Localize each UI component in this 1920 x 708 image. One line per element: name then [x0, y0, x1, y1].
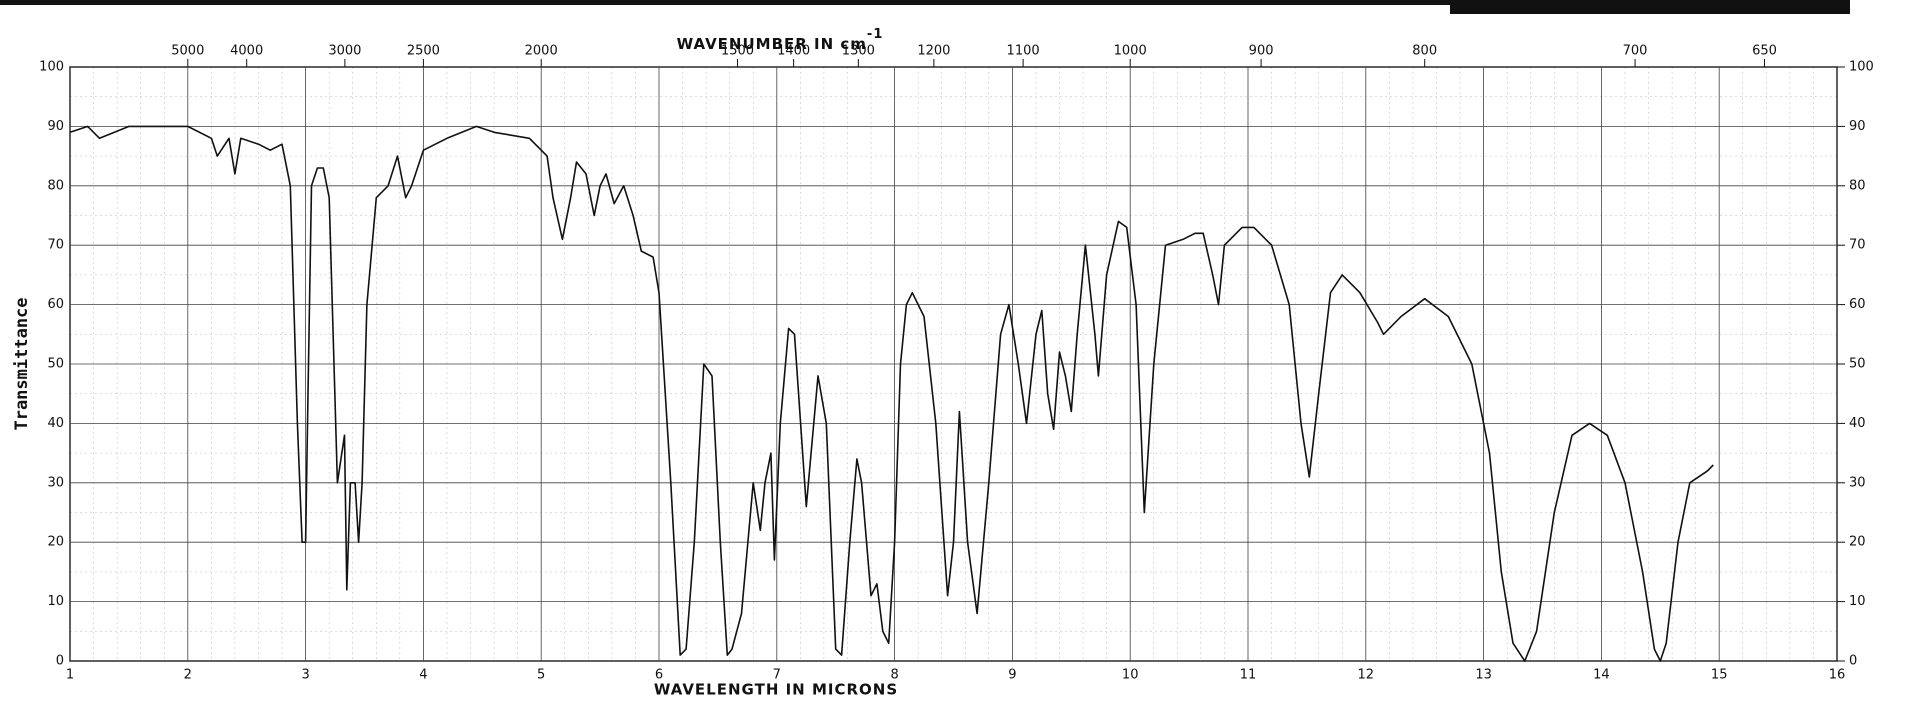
top-tick-label: 2500 — [407, 44, 440, 59]
top-tick-label: 4000 — [230, 44, 263, 59]
x-tick-label: 11 — [1240, 668, 1257, 683]
top-axis-label-text: WAVENUMBER IN cm — [677, 35, 867, 53]
x-axis-label: WAVELENGTH IN MICRONS — [654, 681, 898, 699]
top-axis-label: WAVENUMBER IN cm-1 — [677, 27, 884, 53]
top-tick-label: 1400 — [777, 44, 810, 59]
spectrum-line — [69, 125, 1714, 662]
y2-tick-label: 90 — [1849, 119, 1866, 134]
x-tick-label: 2 — [184, 668, 192, 683]
x-tick-label: 1 — [66, 668, 74, 683]
y-tick-label: 100 — [39, 60, 64, 75]
x-tick-label: 10 — [1122, 668, 1139, 683]
y-tick-label: 50 — [47, 357, 64, 372]
y2-tick-label: 10 — [1849, 594, 1866, 609]
x-tick-label: 16 — [1829, 668, 1846, 683]
top-tick-label: 2000 — [525, 44, 558, 59]
y-tick-label: 90 — [47, 119, 64, 134]
x-tick-label: 9 — [1008, 668, 1016, 683]
y-tick-label: 10 — [47, 594, 64, 609]
y-tick-label: 70 — [47, 238, 64, 253]
y-tick-label: 80 — [47, 178, 64, 193]
y2-tick-label: 20 — [1849, 535, 1866, 550]
x-tick-label: 5 — [537, 668, 545, 683]
x-tick-label: 12 — [1358, 668, 1375, 683]
top-tick-label: 1100 — [1007, 44, 1040, 59]
y2-tick-label: 80 — [1849, 178, 1866, 193]
x-tick-label: 6 — [655, 668, 663, 683]
y2-tick-label: 60 — [1849, 297, 1866, 312]
x-tick-label: 8 — [890, 668, 898, 683]
top-tick-label: 650 — [1752, 44, 1777, 59]
y-tick-label: 60 — [47, 297, 64, 312]
x-tick-label: 15 — [1711, 668, 1728, 683]
top-tick-label: 3000 — [328, 44, 361, 59]
top-tick-label: 1000 — [1114, 44, 1147, 59]
x-tick-label: 14 — [1593, 668, 1610, 683]
top-tick-label: 5000 — [171, 44, 204, 59]
top-tick-label: 900 — [1249, 44, 1274, 59]
y-tick-label: 20 — [47, 535, 64, 550]
y-axis-label: Transmittance — [12, 297, 32, 430]
y2-tick-label: 0 — [1849, 654, 1857, 669]
y2-tick-label: 40 — [1849, 416, 1866, 431]
top-tick-label: 700 — [1623, 44, 1648, 59]
y2-tick-label: 30 — [1849, 475, 1866, 490]
x-tick-label: 7 — [773, 668, 781, 683]
y2-tick-label: 50 — [1849, 357, 1866, 372]
y2-tick-label: 100 — [1849, 60, 1874, 75]
scan-border — [0, 0, 1850, 5]
x-tick-label: 4 — [419, 668, 427, 683]
y-tick-label: 40 — [47, 416, 64, 431]
y-tick-label: 0 — [56, 654, 64, 669]
top-tick-label: 1300 — [842, 44, 875, 59]
top-tick-label: 1200 — [917, 44, 950, 59]
y2-tick-label: 70 — [1849, 238, 1866, 253]
top-axis-label-superscript: -1 — [867, 27, 883, 42]
top-tick-label: 1500 — [721, 44, 754, 59]
top-tick-label: 800 — [1412, 44, 1437, 59]
x-tick-label: 13 — [1475, 668, 1492, 683]
y-tick-label: 30 — [47, 475, 64, 490]
x-tick-label: 3 — [301, 668, 309, 683]
